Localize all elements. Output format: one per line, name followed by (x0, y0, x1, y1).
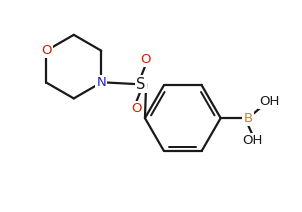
Text: OH: OH (242, 134, 263, 147)
Text: O: O (131, 102, 141, 115)
Text: N: N (96, 76, 106, 89)
Text: B: B (243, 112, 252, 125)
Text: OH: OH (259, 95, 279, 108)
Text: O: O (140, 53, 150, 66)
Text: S: S (136, 77, 145, 92)
Text: O: O (41, 44, 51, 57)
